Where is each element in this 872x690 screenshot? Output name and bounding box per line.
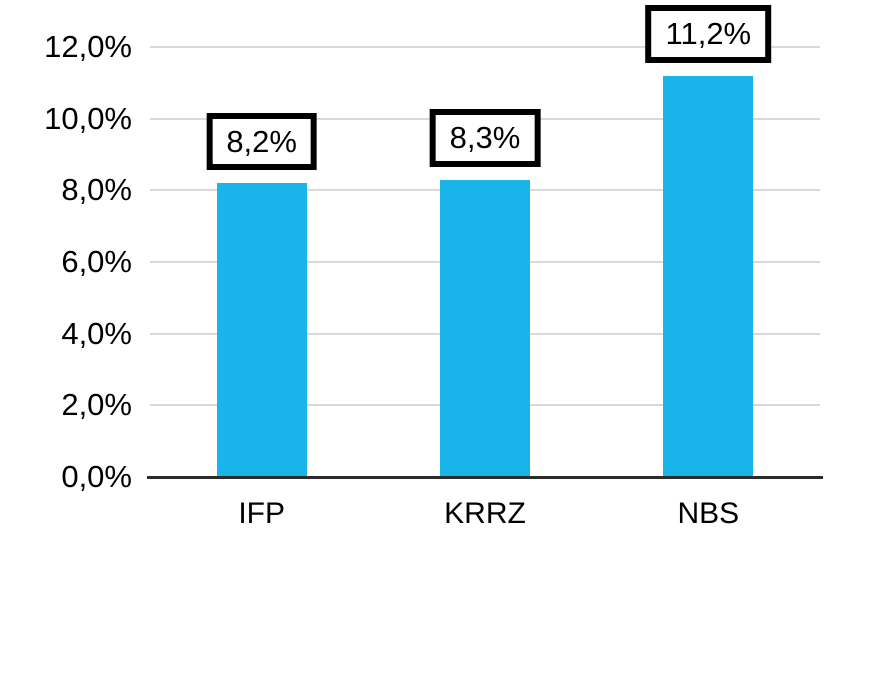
- y-axis-tick-label: 6,0%: [61, 244, 132, 279]
- y-axis-tick-label: 4,0%: [61, 315, 132, 351]
- bar-krrz: [440, 179, 530, 477]
- bar-nbs: [663, 75, 754, 477]
- bar-ifp: [216, 183, 307, 477]
- x-axis-line: [147, 476, 823, 479]
- x-axis-category-label: IFP: [238, 497, 285, 530]
- data-label-box: 8,2%: [206, 112, 317, 171]
- data-label-box: 11,2%: [645, 5, 772, 63]
- y-axis-tick-label: 12,0%: [44, 29, 132, 64]
- y-axis-tick-label: 0,0%: [61, 459, 132, 494]
- y-axis-tick-label: 2,0%: [61, 387, 132, 423]
- y-axis-tick-label: 10,0%: [44, 100, 132, 136]
- x-axis-category-label: NBS: [677, 497, 740, 530]
- x-axis-category-label: KRRZ: [444, 497, 526, 530]
- y-axis-tick-label: 8,0%: [61, 172, 132, 208]
- gridline: [150, 46, 820, 48]
- data-label-box: 8,3%: [429, 109, 541, 167]
